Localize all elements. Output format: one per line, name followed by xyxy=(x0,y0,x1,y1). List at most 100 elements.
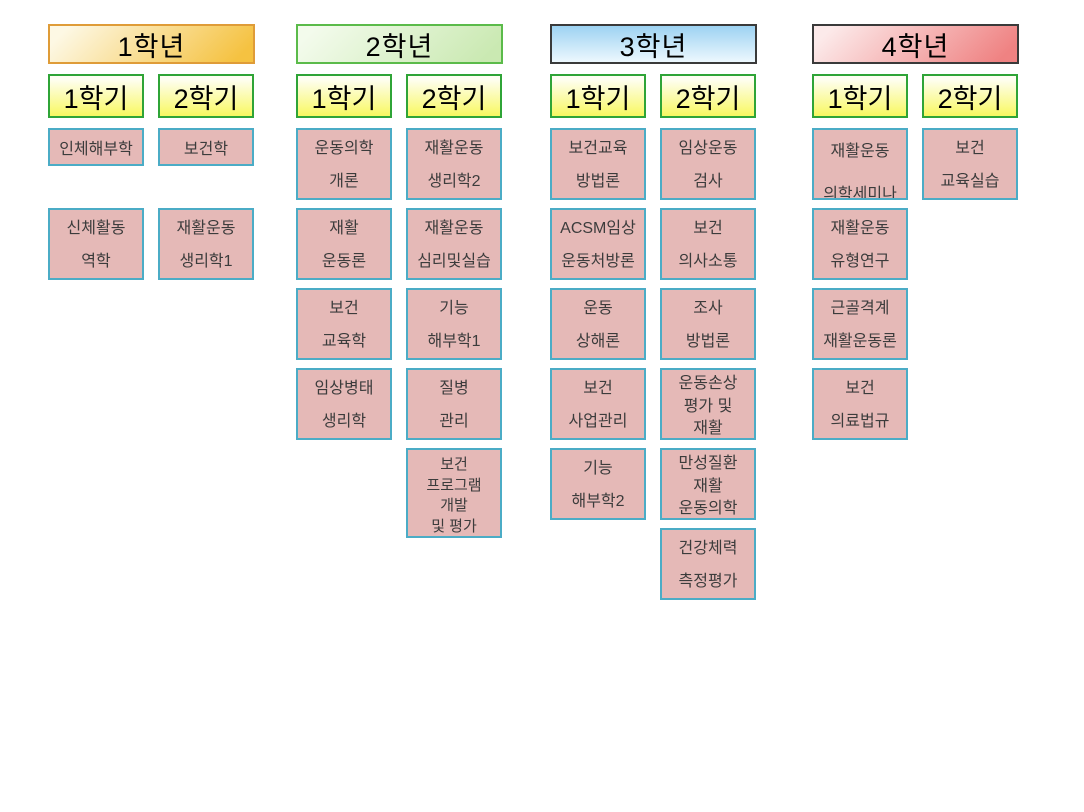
semester-header: 2학기 xyxy=(406,74,502,118)
semester-header: 1학기 xyxy=(296,74,392,118)
year-header: 2학년 xyxy=(296,24,503,64)
course-box: 보건교육 방법론 xyxy=(550,128,646,200)
course-line: 교육실습 xyxy=(940,173,1000,190)
course-line: 생리학1 xyxy=(179,253,233,270)
semester-header: 1학기 xyxy=(812,74,908,118)
course-line: 의료법규 xyxy=(830,413,890,430)
course-line: 기능 xyxy=(439,300,469,317)
course-line: 임상병태 xyxy=(314,380,374,397)
semester-header: 1학기 xyxy=(550,74,646,118)
course-line: 운동의학 xyxy=(678,500,738,517)
course-line: 교육학 xyxy=(321,333,367,350)
course-line: 조사 xyxy=(693,300,723,317)
course-line: 재활운동 xyxy=(830,220,890,237)
course-line: 재활 xyxy=(693,420,723,437)
year-column-3: 3학년 1학기 보건교육 방법론 ACSM임상 운동처방론 운동 상해론 보건 사업관리 기능 해부학… xyxy=(550,24,757,614)
course-line: 운동론 xyxy=(321,253,367,270)
course-line: 보건학 xyxy=(183,141,229,158)
course-line: 보건 xyxy=(329,300,359,317)
course-box: 보건학 xyxy=(158,128,254,166)
course-line: 재활운동 xyxy=(830,143,890,160)
course-line: 임상운동 xyxy=(678,140,738,157)
course-line: 보건 xyxy=(440,456,468,473)
course-line: 재활운동 xyxy=(176,220,236,237)
year-column-2: 2학년 1학기 운동의학 개론 재활 운동론 보건 교육학 임상병태 생리학 2학기 재활운동 생리학2… xyxy=(296,24,503,614)
year-header: 3학년 xyxy=(550,24,757,64)
course-line: 질병 xyxy=(439,380,469,397)
course-line: 재활운동 xyxy=(424,220,484,237)
course-line: 측정평가 xyxy=(678,573,738,590)
course-box: 인체해부학 xyxy=(48,128,144,166)
semester-header: 2학기 xyxy=(158,74,254,118)
course-line: 보건 xyxy=(583,380,613,397)
semester-header: 2학기 xyxy=(922,74,1018,118)
course-line: 프로그램 xyxy=(426,476,482,494)
course-line: 운동의학 xyxy=(314,140,374,157)
course-line: 만성질환 xyxy=(678,455,738,472)
year-header: 1학년 xyxy=(48,24,255,64)
course-line: 해부학1 xyxy=(427,333,481,350)
year-column-4: 4학년 1학기 재활운동 의학세미나 재활운동 유형연구 근골격계 재활운동론 보건 의료법규 2학… xyxy=(812,24,1019,614)
course-line: 해부학2 xyxy=(571,493,625,510)
course-line: 관리 xyxy=(439,413,469,430)
course-line: 근골격계 xyxy=(830,300,890,317)
course-line: 기능 xyxy=(583,460,613,477)
course-box: ACSM임상 운동처방론 xyxy=(550,208,646,280)
course-line: 심리및실습 xyxy=(417,253,491,270)
course-line: 방법론 xyxy=(685,333,731,350)
course-line: 생리학 xyxy=(321,413,367,430)
course-line: 보건교육 xyxy=(568,140,628,157)
course-line: 재활운동 xyxy=(424,140,484,157)
course-line: 역학 xyxy=(81,253,111,270)
course-line: 개론 xyxy=(329,173,359,190)
course-line: 의학세미나 xyxy=(823,186,897,200)
course-line: 개발 xyxy=(440,497,468,514)
course-line: 검사 xyxy=(693,173,723,190)
course-line: 유형연구 xyxy=(830,253,890,270)
course-line: 상해론 xyxy=(575,333,621,350)
course-line: 신체활동 xyxy=(66,220,126,237)
course-line: 사업관리 xyxy=(568,413,628,430)
course-line: 운동손상 xyxy=(678,375,738,392)
course-line: 의사소통 xyxy=(678,253,738,270)
course-line: 재활운동론 xyxy=(823,333,897,350)
course-line: 평가 및 xyxy=(683,397,733,415)
course-line: 보건 xyxy=(955,140,985,157)
course-line: 생리학2 xyxy=(427,173,481,190)
course-line: ACSM임상 xyxy=(560,220,636,237)
course-line: 운동 xyxy=(583,300,613,317)
course-line: 보건 xyxy=(693,220,723,237)
semester-header: 1학기 xyxy=(48,74,144,118)
course-line: 인체해부학 xyxy=(59,141,133,158)
semester-header: 2학기 xyxy=(660,74,756,118)
course-line: 건강체력 xyxy=(678,540,738,557)
course-line: 재활 xyxy=(693,477,723,495)
course-line: 보건 xyxy=(845,380,875,397)
course-line: 재활 xyxy=(329,220,359,237)
